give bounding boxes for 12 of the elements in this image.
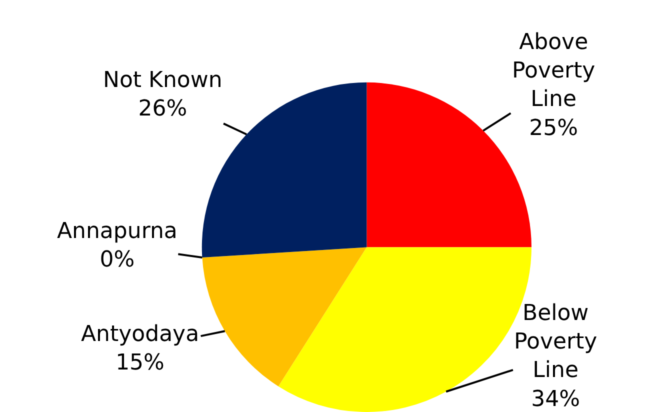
data-label: 34% — [531, 386, 580, 412]
slice-label: Antyodaya — [81, 322, 200, 347]
data-label: 15% — [116, 350, 164, 376]
data-label: 25% — [529, 116, 578, 141]
text: 0% — [100, 248, 135, 273]
slice-label: Above Poverty Line — [512, 30, 596, 112]
slice-label: Below Poverty Line — [514, 301, 598, 384]
pie-slice — [366, 82, 532, 248]
slice-label: Not Known — [103, 68, 222, 93]
pie-slice — [202, 247, 367, 386]
data-label: 26% — [138, 96, 188, 122]
category-label: Annapurna — [57, 219, 178, 244]
